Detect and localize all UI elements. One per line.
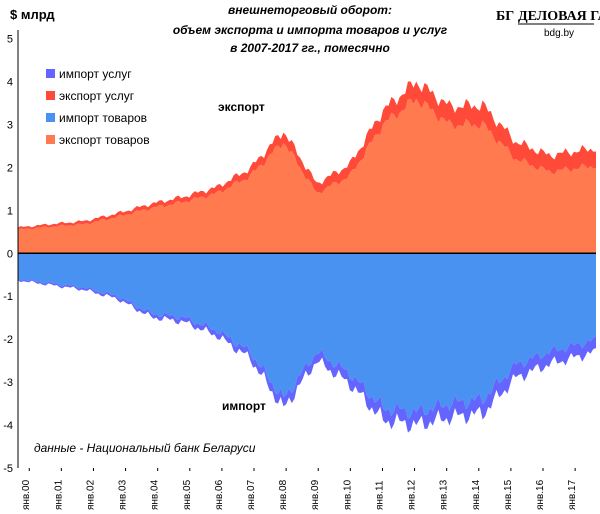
chart-areas — [18, 81, 596, 433]
publisher-logo: БГ ДЕЛОВАЯ ГАЗЕТА bdg.by — [496, 9, 600, 39]
y-tick-label: 3 — [7, 119, 13, 131]
legend-label-export-goods: экспорт товаров — [59, 133, 150, 147]
logo-name: ДЕЛОВАЯ ГАЗЕТА — [518, 9, 600, 24]
legend-label-import-services: импорт услуг — [59, 67, 132, 81]
x-tick-label: янв.17 — [567, 479, 578, 510]
data-source-note: данные - Национальный банк Беларуси — [34, 441, 256, 455]
x-tick-label: янв.15 — [503, 479, 514, 510]
x-tick-label: янв.06 — [214, 479, 225, 510]
y-tick-label: -5 — [3, 463, 13, 475]
series-export-services — [18, 81, 596, 230]
legend: импорт услуг экспорт услуг импорт товаро… — [46, 67, 150, 147]
x-tick-label: янв.12 — [407, 479, 418, 510]
chart-period: в 2007-2017 гг., помесячно — [230, 41, 390, 55]
y-tick-label: 4 — [7, 77, 13, 89]
legend-swatch-import-services — [46, 69, 55, 78]
y-tick-label: 1 — [7, 205, 13, 217]
x-tick-label: янв.07 — [246, 479, 257, 510]
y-tick-label: 2 — [7, 162, 13, 174]
y-tick-label: -1 — [3, 291, 13, 303]
y-unit-label: $ млрд — [10, 7, 55, 22]
annotation-export: экспорт — [218, 100, 265, 114]
x-tick-label: янв.05 — [182, 479, 193, 510]
chart-title: внешнеторговый оборот: — [228, 3, 392, 17]
x-tick-label: янв.09 — [310, 479, 321, 510]
legend-label-import-goods: импорт товаров — [59, 111, 147, 125]
legend-label-export-services: экспорт услуг — [59, 89, 135, 103]
logo-mark: БГ — [496, 9, 514, 24]
x-tick-label: янв.13 — [439, 479, 450, 510]
legend-swatch-export-services — [46, 91, 55, 100]
y-tick-label: 0 — [7, 248, 13, 260]
logo-site: bdg.by — [544, 28, 574, 39]
y-tick-label: -2 — [3, 334, 13, 346]
series-export-goods — [18, 98, 596, 254]
x-tick-label: янв.03 — [118, 479, 129, 510]
x-tick-label: янв.10 — [342, 479, 353, 510]
y-tick-label: 5 — [7, 34, 13, 46]
x-tick-label: янв.01 — [53, 479, 64, 510]
legend-swatch-export-goods — [46, 135, 55, 144]
x-tick-label: янв.02 — [85, 479, 96, 510]
x-tick-label: янв.14 — [471, 479, 482, 510]
x-tick-label: янв.08 — [278, 479, 289, 510]
y-tick-label: -3 — [3, 377, 13, 389]
y-tick-label: -4 — [3, 420, 13, 432]
x-tick-label: янв.11 — [374, 480, 385, 510]
legend-swatch-import-goods — [46, 113, 55, 122]
series-import-goods — [18, 253, 596, 419]
chart-subtitle: объем экспорта и импорта товаров и услуг — [173, 23, 448, 37]
x-tick-label: янв.00 — [21, 479, 32, 510]
x-tick-label: янв.04 — [150, 479, 161, 510]
y-tick-labels: 5 4 3 2 1 0 -1 -2 -3 -4 -5 — [3, 34, 13, 475]
annotation-import: импорт — [222, 399, 266, 413]
x-tick-labels: янв.00 янв.01 янв.02 янв.03 янв.04 янв.05 янв.… — [21, 468, 578, 510]
series-import-services — [18, 279, 596, 433]
x-tick-label: янв.16 — [535, 479, 546, 510]
